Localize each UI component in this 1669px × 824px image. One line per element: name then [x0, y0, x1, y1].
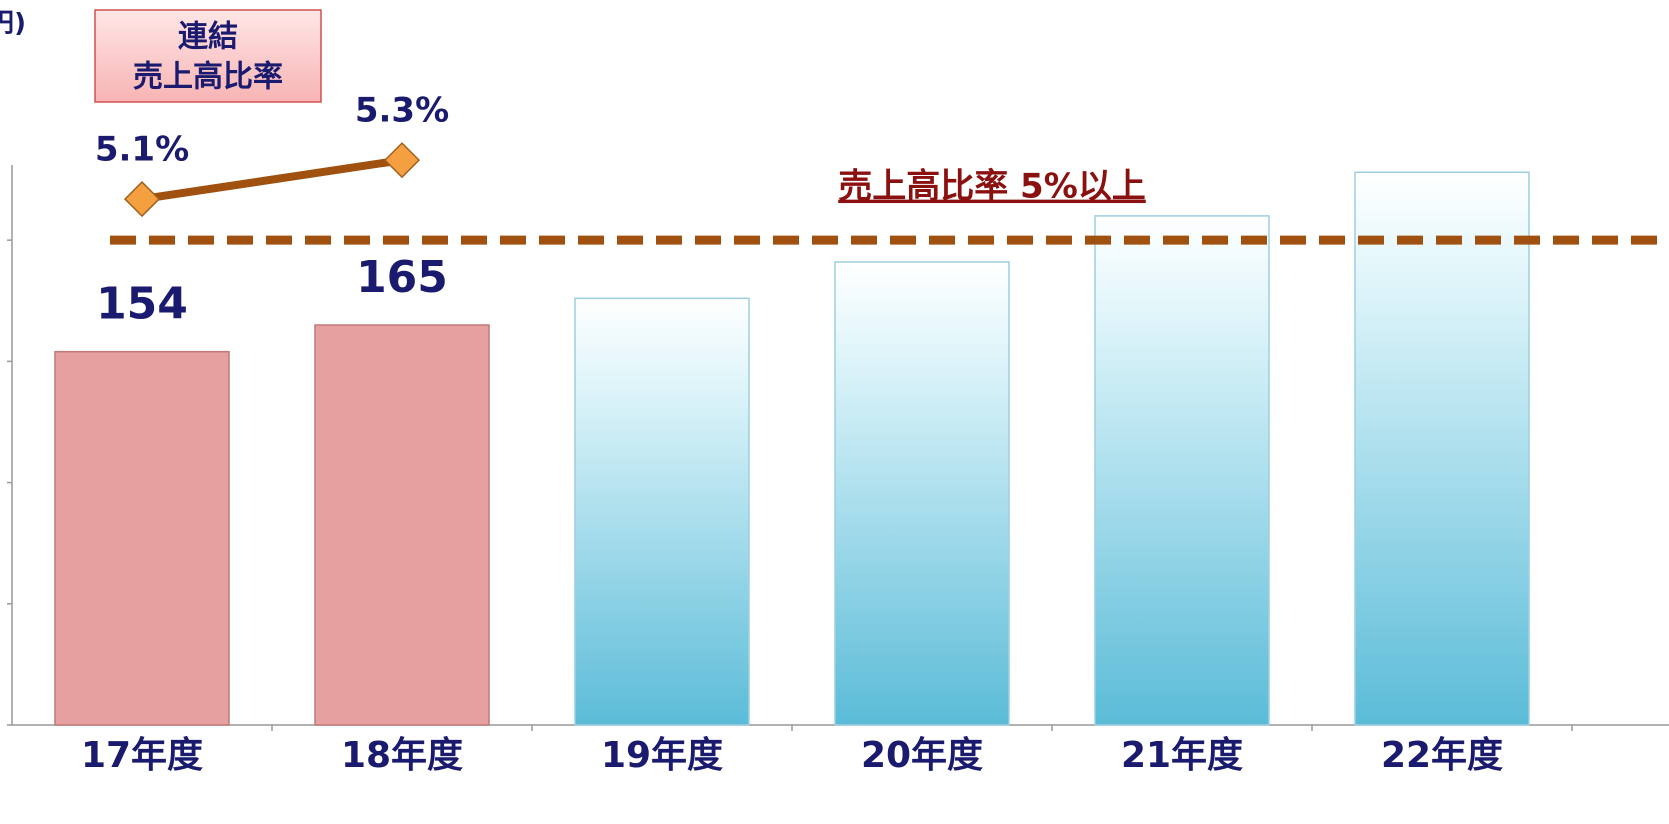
- ratio-label: 5.1%: [95, 130, 189, 170]
- data-label: 154: [96, 279, 188, 330]
- x-tick-label: 22年度: [1381, 735, 1503, 776]
- x-tick-label: 17年度: [81, 735, 203, 776]
- data-label: 165: [356, 252, 448, 303]
- legend-box: [94, 9, 322, 103]
- bar: [1354, 171, 1530, 726]
- ratio-marker: [383, 142, 421, 179]
- ratio-marker: [123, 181, 161, 218]
- legend-text: 連結: [178, 20, 238, 55]
- x-tick-label: 19年度: [601, 735, 723, 776]
- ratio-label: 5.3%: [355, 91, 449, 131]
- legend-text: 売上高比率: [133, 60, 283, 95]
- bar: [574, 297, 750, 726]
- x-tick-label: 21年度: [1121, 735, 1243, 776]
- bar: [834, 261, 1010, 726]
- bar: [54, 350, 230, 726]
- reference-label: 売上高比率 5%以上: [838, 167, 1146, 207]
- bar: [314, 324, 490, 726]
- ratio-line: [141, 156, 403, 204]
- unit-label: (億円): [0, 9, 26, 39]
- x-tick-label: 18年度: [341, 735, 463, 776]
- x-tick-label: 20年度: [861, 735, 983, 776]
- bar: [1094, 215, 1270, 726]
